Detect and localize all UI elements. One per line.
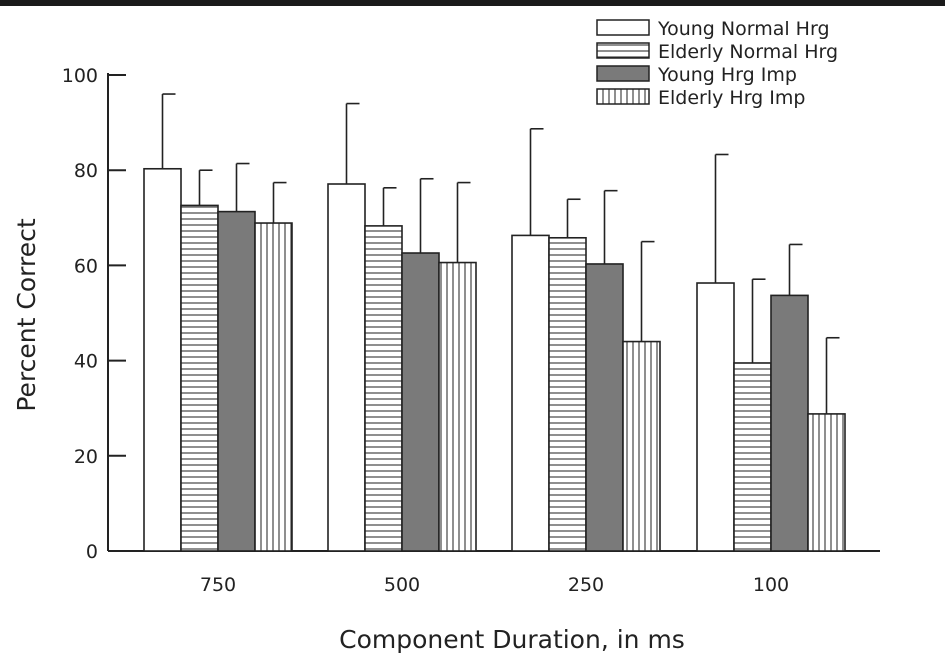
bar-elderly-normal-hrg-500 — [364, 225, 403, 552]
legend-swatch-elderly-normal-hrg — [596, 42, 650, 59]
legend-label-elderly-hrg-imp: Elderly Hrg Imp — [658, 87, 805, 109]
x-tick-label-250: 250 — [568, 574, 604, 596]
bar-elderly-normal-hrg-250 — [548, 236, 587, 552]
bar-elderly-hrg-imp-250 — [622, 340, 661, 552]
y-tick-label-100: 100 — [62, 65, 98, 87]
bar-elderly-normal-hrg-750 — [180, 204, 219, 552]
bar-young-normal-hrg-500 — [327, 183, 366, 552]
bar-young-hrg-imp-500 — [401, 252, 440, 552]
bar-young-normal-hrg-250 — [511, 234, 550, 552]
y-tick-label-20: 20 — [74, 446, 98, 468]
y-axis-label: Percent Correct — [12, 218, 41, 411]
top-border — [0, 0, 945, 6]
bar-young-hrg-imp-250 — [585, 263, 624, 552]
legend-label-elderly-normal-hrg: Elderly Normal Hrg — [658, 41, 838, 63]
legend-label-young-normal-hrg: Young Normal Hrg — [657, 18, 830, 40]
legend-swatch-elderly-hrg-imp — [596, 88, 650, 105]
bar-young-hrg-imp-100 — [770, 294, 809, 552]
legend-swatch-young-normal-hrg — [596, 19, 650, 36]
y-tick-label-40: 40 — [74, 351, 98, 373]
y-tick-label-60: 60 — [74, 255, 98, 277]
y-tick-label-80: 80 — [74, 160, 98, 182]
bar-young-normal-hrg-750 — [143, 167, 182, 552]
bar-elderly-hrg-imp-750 — [254, 222, 293, 552]
x-tick-label-100: 100 — [753, 574, 789, 596]
bar-elderly-normal-hrg-100 — [733, 362, 772, 552]
x-tick-label-500: 500 — [384, 574, 420, 596]
y-tick-label-0: 0 — [86, 541, 98, 563]
legend-swatch-young-hrg-imp — [596, 65, 650, 82]
legend-label-young-hrg-imp: Young Hrg Imp — [657, 64, 797, 86]
bar-elderly-hrg-imp-500 — [438, 261, 477, 552]
bar-young-hrg-imp-750 — [217, 210, 256, 552]
x-tick-label-750: 750 — [200, 574, 236, 596]
x-axis-label: Component Duration, in ms — [339, 625, 685, 653]
bar-young-normal-hrg-100 — [696, 282, 735, 552]
bar-elderly-hrg-imp-100 — [807, 413, 846, 552]
